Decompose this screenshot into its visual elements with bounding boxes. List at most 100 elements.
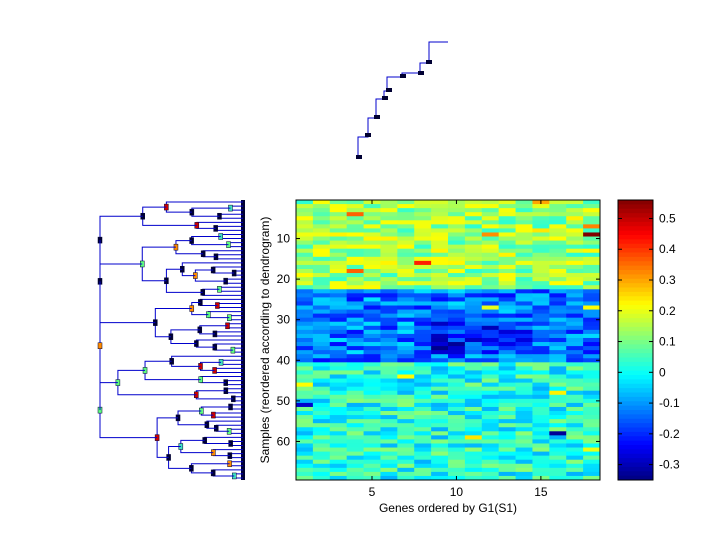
heatmap-cell <box>464 398 483 404</box>
heatmap-cell <box>329 435 348 440</box>
heatmap-cell <box>296 301 314 306</box>
heatmap-cell <box>363 232 381 237</box>
heatmap-cell <box>498 256 516 262</box>
heatmap-cell <box>549 281 567 286</box>
heatmap-cell <box>566 309 584 315</box>
heatmap-cell <box>397 435 415 440</box>
heatmap-cell <box>464 301 483 306</box>
heatmap-cell <box>296 463 314 469</box>
heatmap-cell <box>448 232 466 237</box>
colorbar-segment <box>618 357 653 363</box>
heatmap-cell <box>481 309 500 315</box>
heatmap-cell <box>312 447 331 452</box>
heatmap-cell <box>515 240 533 246</box>
heatmap-cell <box>549 244 567 250</box>
heatmap-cell <box>397 317 415 323</box>
colorbar-segment <box>618 239 653 245</box>
heatmap-cell <box>583 431 601 436</box>
heatmap-cell <box>414 293 432 298</box>
heatmap-cell <box>329 317 348 323</box>
heatmap-cell <box>414 232 432 237</box>
heatmap-cell <box>397 301 415 306</box>
heatmap-cell <box>346 220 364 225</box>
heatmap-cell <box>363 260 381 266</box>
heatmap-cell <box>464 317 483 323</box>
heatmap-cell <box>532 370 550 375</box>
heatmap-cell <box>363 471 381 477</box>
heatmap-cell <box>296 382 314 388</box>
heatmap-cell <box>532 390 550 396</box>
heatmap-cell <box>329 325 348 331</box>
heatmap-cell <box>566 423 584 428</box>
heatmap-cell <box>448 224 466 229</box>
colorbar-segment <box>618 353 653 359</box>
heatmap-cell <box>296 240 314 246</box>
heatmap-cell <box>431 374 449 379</box>
heatmap-cell <box>296 415 314 420</box>
heatmap-cell <box>363 301 381 306</box>
heatmap-cell <box>414 240 432 246</box>
colorbar-segment <box>618 274 653 280</box>
heatmap-cell <box>329 463 348 469</box>
heatmap-cell <box>346 208 364 213</box>
heatmap-cell <box>380 289 398 294</box>
heatmap-cell <box>448 313 466 319</box>
heatmap-cell <box>448 398 466 404</box>
heatmap-cell <box>464 297 483 302</box>
heatmap-cell <box>431 378 449 384</box>
heatmap-cell <box>397 313 415 319</box>
heatmap-cell <box>414 390 432 396</box>
left-dendrogram-branch <box>200 376 243 384</box>
heatmap-cell <box>414 313 432 319</box>
heatmap-cell <box>346 204 364 209</box>
heatmap-cell <box>397 236 415 241</box>
heatmap-cell <box>515 366 533 371</box>
heatmap-cell <box>431 268 449 274</box>
heatmap-cell <box>549 455 567 461</box>
left-dendrogram-branch <box>142 206 197 226</box>
heatmap-cell <box>549 333 567 339</box>
left-dendrogram-branch <box>214 367 243 373</box>
heatmap-cell <box>464 305 483 310</box>
heatmap-cell <box>380 346 398 351</box>
heatmap-cell <box>380 471 398 477</box>
heatmap-cell <box>498 459 516 465</box>
heatmap-cell <box>312 216 331 221</box>
heatmap-cell <box>296 220 314 225</box>
heatmap-cell <box>363 386 381 392</box>
heatmap-cell <box>380 268 398 274</box>
heatmap-cell <box>414 281 432 286</box>
heatmap-cell <box>532 366 550 371</box>
heatmap-cell <box>414 200 432 205</box>
heatmap-cell <box>329 370 348 375</box>
heatmap-cell <box>414 370 432 375</box>
heatmap-cell <box>464 350 483 355</box>
left-dendrogram-branch <box>141 246 176 282</box>
heatmap-cell <box>566 390 584 396</box>
colorbar-segment <box>618 331 653 337</box>
heatmap-cell <box>312 390 331 396</box>
heatmap-cell <box>532 386 550 392</box>
heatmap-cell <box>312 236 331 241</box>
heatmap-cell <box>498 236 516 241</box>
heatmap-cell <box>397 277 415 282</box>
top-dendrogram-node <box>386 88 392 92</box>
heatmap-cell <box>515 350 533 355</box>
heatmap-cell <box>346 370 364 375</box>
heatmap-cell <box>464 455 483 461</box>
heatmap-cell <box>515 204 533 209</box>
heatmap-cell <box>346 333 364 339</box>
heatmap-cell <box>329 398 348 404</box>
heatmap-cell <box>397 285 415 290</box>
heatmap-cell <box>498 281 516 286</box>
heatmap-cell <box>464 435 483 440</box>
heatmap-cell <box>397 350 415 355</box>
colorbar-segment <box>618 379 653 385</box>
top-dendrogram-node <box>400 74 406 78</box>
heatmap-cell <box>464 362 483 367</box>
heatmap-cell <box>532 342 550 347</box>
heatmap-cell <box>498 240 516 246</box>
heatmap-cell <box>380 463 398 469</box>
heatmap-cell <box>498 309 516 315</box>
heatmap-cell <box>448 297 466 302</box>
